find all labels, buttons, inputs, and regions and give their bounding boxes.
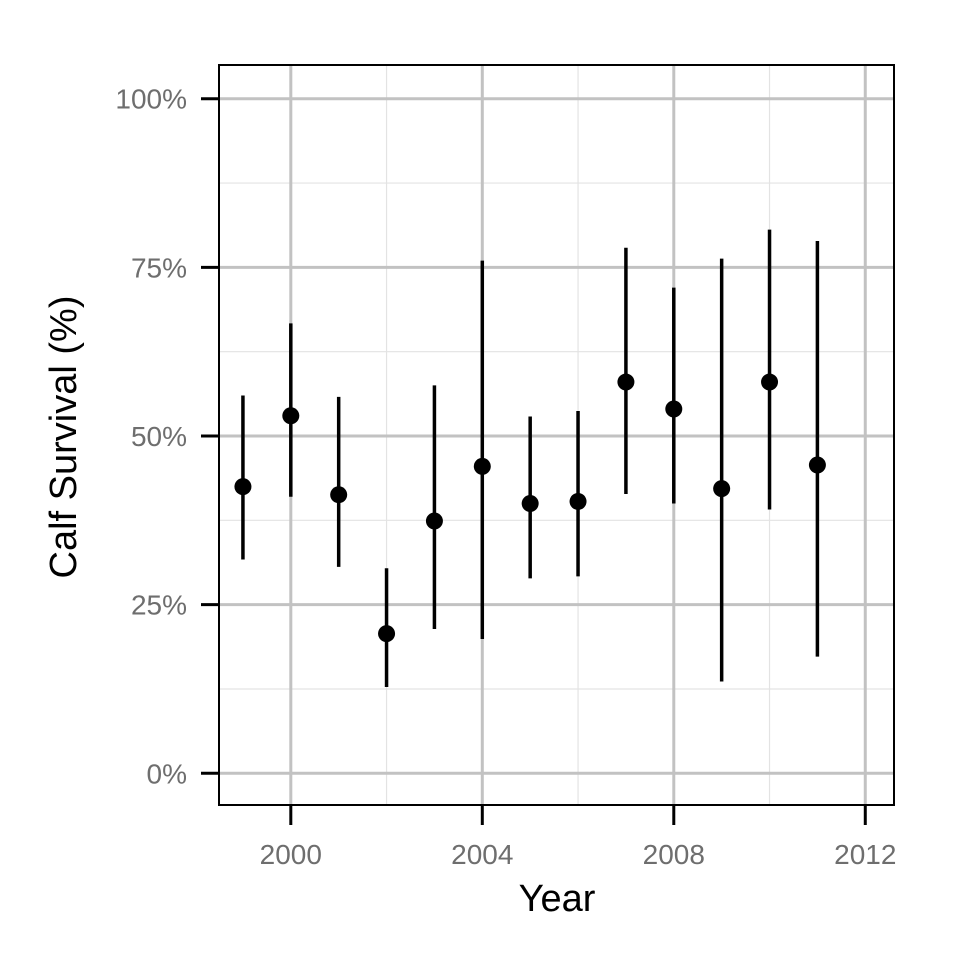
data-point: [282, 407, 300, 425]
data-points: [234, 373, 826, 643]
x-axis-tick-labels: 2000 2004 2008 2012: [260, 839, 897, 870]
data-point: [473, 457, 491, 475]
data-point: [617, 373, 635, 391]
data-point: [713, 480, 731, 498]
y-axis-tick-labels: 0% 25% 50% 75% 100%: [115, 84, 187, 790]
data-point: [425, 512, 443, 530]
x-axis-title: Year: [519, 878, 596, 920]
y-axis-title: Calf Survival (%): [43, 296, 85, 579]
data-point: [330, 486, 348, 504]
x-tick-label: 2012: [834, 839, 896, 870]
y-tick-label: 0%: [147, 758, 187, 789]
y-tick-label: 50%: [131, 421, 187, 452]
axis-ticks: [201, 97, 867, 825]
y-tick-label: 100%: [115, 84, 187, 115]
data-point: [378, 625, 396, 643]
x-tick-label: 2008: [643, 839, 705, 870]
data-point: [665, 400, 683, 418]
y-tick-label: 75%: [131, 252, 187, 283]
y-tick-label: 25%: [131, 590, 187, 621]
x-tick-label: 2000: [260, 839, 322, 870]
data-point: [761, 373, 779, 391]
data-point: [234, 478, 252, 496]
x-tick-label: 2004: [451, 839, 513, 870]
data-point: [569, 492, 587, 510]
data-point: [808, 456, 826, 474]
data-point: [521, 494, 539, 512]
error-bars: [241, 229, 820, 687]
